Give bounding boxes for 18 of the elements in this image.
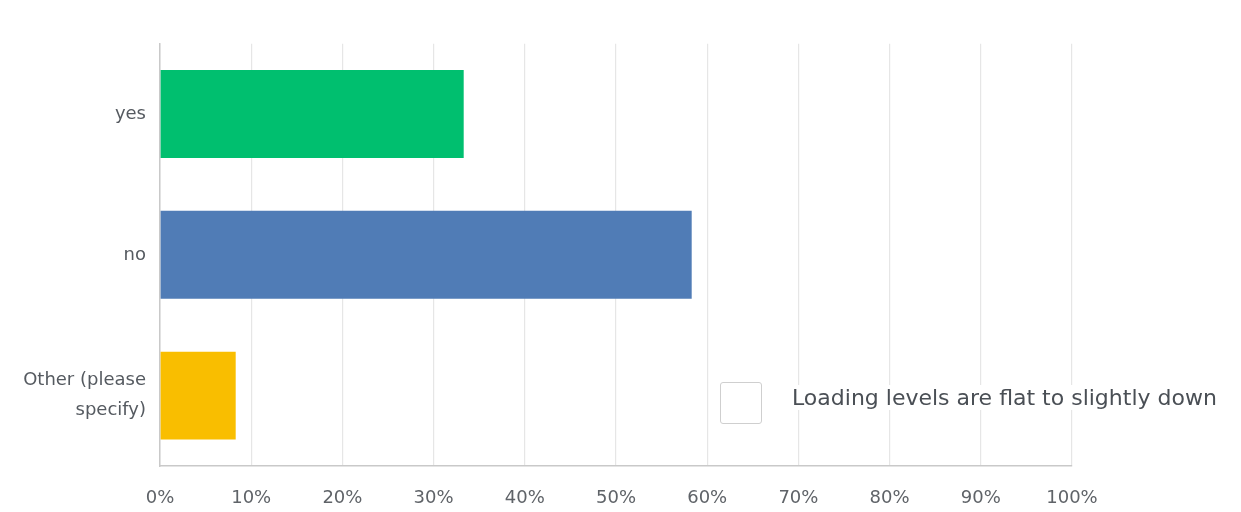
- x-tick-label: 50%: [595, 486, 637, 508]
- x-tick-label: 100%: [1046, 486, 1098, 508]
- x-tick-label: 20%: [322, 486, 363, 508]
- bar: [160, 210, 692, 299]
- y-tick-label: yes: [114, 101, 146, 123]
- x-tick-label: 60%: [687, 486, 728, 508]
- bar: [160, 351, 236, 440]
- x-tick-label: 90%: [960, 486, 1001, 508]
- annotation: Loading levels are flat to slightly down: [792, 385, 1217, 410]
- x-tick-label: 40%: [504, 486, 545, 508]
- y-tick-label: no: [123, 242, 146, 264]
- bar: [160, 70, 464, 159]
- x-tick-label: 0%: [145, 486, 175, 508]
- x-tick-label: 70%: [778, 486, 819, 508]
- x-tick-label: 80%: [869, 486, 910, 508]
- x-tick-label: 30%: [413, 486, 454, 508]
- x-tick-label: 10%: [231, 486, 272, 508]
- y-tick-label: Other (please specify): [23, 368, 146, 420]
